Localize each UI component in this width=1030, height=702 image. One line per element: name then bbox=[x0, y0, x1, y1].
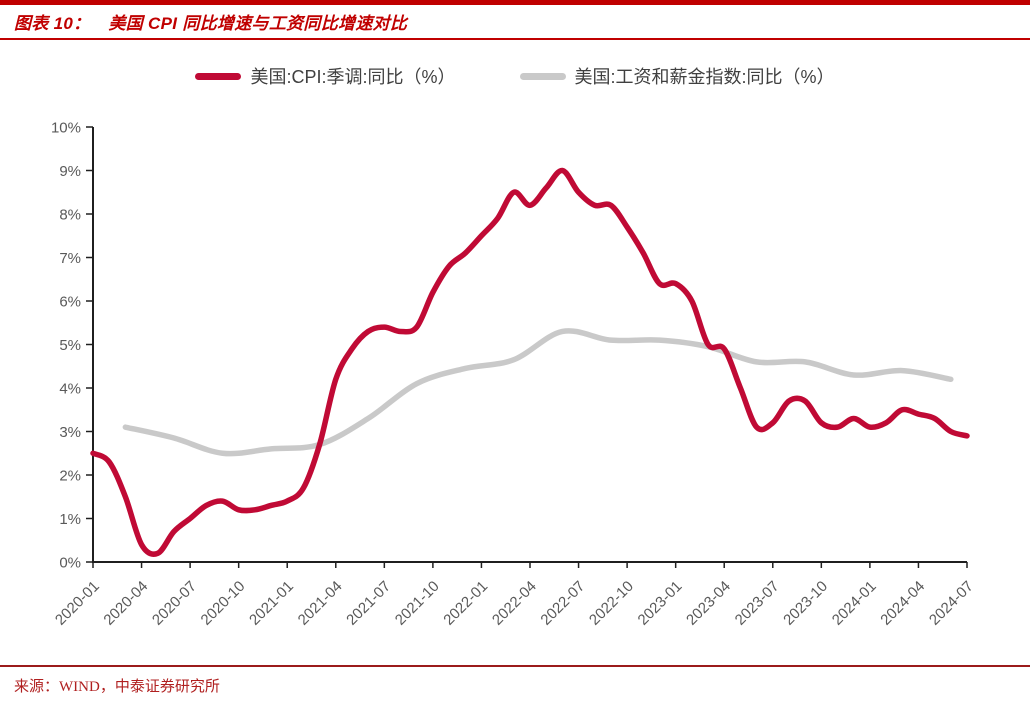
wage-line-swatch-icon bbox=[519, 72, 566, 80]
x-tick-label: 2021-10 bbox=[392, 578, 443, 629]
x-tick-label: 2023-04 bbox=[683, 578, 734, 629]
wage-line bbox=[122, 328, 954, 457]
source-rule bbox=[0, 665, 1030, 667]
title-bottom-rule bbox=[0, 38, 1030, 40]
x-tick-label: 2021-04 bbox=[295, 578, 346, 629]
x-tick-label: 2024-01 bbox=[829, 578, 880, 629]
x-tick-label: 2022-04 bbox=[489, 578, 540, 629]
y-tick-label: 7% bbox=[59, 250, 81, 267]
x-tick-label: 2024-07 bbox=[926, 578, 977, 629]
legend-label-wage: 美国:工资和薪金指数:同比（%） bbox=[574, 67, 835, 87]
x-tick-label: 2020-07 bbox=[149, 578, 200, 629]
x-tick-label: 2020-04 bbox=[100, 578, 151, 629]
title-top-rule bbox=[0, 0, 1030, 5]
y-tick-label: 4% bbox=[59, 381, 81, 398]
legend-item-cpi: 美国:CPI:季调:同比（%） bbox=[195, 63, 456, 89]
legend-label-cpi: 美国:CPI:季调:同比（%） bbox=[250, 67, 456, 87]
x-tick-label: 2024-04 bbox=[877, 578, 928, 629]
x-tick-label: 2023-07 bbox=[732, 578, 783, 629]
y-tick-label: 6% bbox=[59, 294, 81, 311]
x-tick-label: 2023-10 bbox=[780, 578, 831, 629]
x-tick-label: 2022-01 bbox=[440, 578, 491, 629]
x-tick-label: 2021-07 bbox=[343, 578, 394, 629]
x-tick-label: 2021-01 bbox=[246, 578, 297, 629]
chart-legend: 美国:CPI:季调:同比（%） 美国:工资和薪金指数:同比（%） bbox=[0, 63, 1030, 89]
y-tick-label: 1% bbox=[59, 511, 81, 528]
x-tick-label: 2022-07 bbox=[537, 578, 588, 629]
x-tick-label: 2020-10 bbox=[198, 578, 249, 629]
y-tick-label: 9% bbox=[59, 163, 81, 180]
x-tick-label: 2020-01 bbox=[52, 578, 103, 629]
axes bbox=[92, 127, 967, 563]
figure-title: 图表 10： 美国 CPI 同比增速与工资同比增速对比 bbox=[14, 9, 407, 34]
figure-caption: 美国 CPI 同比增速与工资同比增速对比 bbox=[108, 14, 408, 33]
y-tick-label: 8% bbox=[59, 207, 81, 224]
y-tick-label: 10% bbox=[51, 120, 81, 137]
cpi-line-swatch-icon bbox=[195, 72, 242, 80]
source-note: 来源：WIND，中泰证券研究所 bbox=[14, 679, 220, 695]
legend-item-wage: 美国:工资和薪金指数:同比（%） bbox=[519, 63, 835, 89]
y-tick-label: 0% bbox=[59, 555, 81, 572]
x-tick-label: 2022-10 bbox=[586, 578, 637, 629]
cpi-line bbox=[90, 167, 970, 557]
y-tick-label: 5% bbox=[59, 337, 81, 354]
x-tick-label: 2023-01 bbox=[635, 578, 686, 629]
figure-number-label: 图表 10： bbox=[14, 14, 91, 33]
y-tick-label: 3% bbox=[59, 424, 81, 441]
y-tick-label: 2% bbox=[59, 468, 81, 485]
